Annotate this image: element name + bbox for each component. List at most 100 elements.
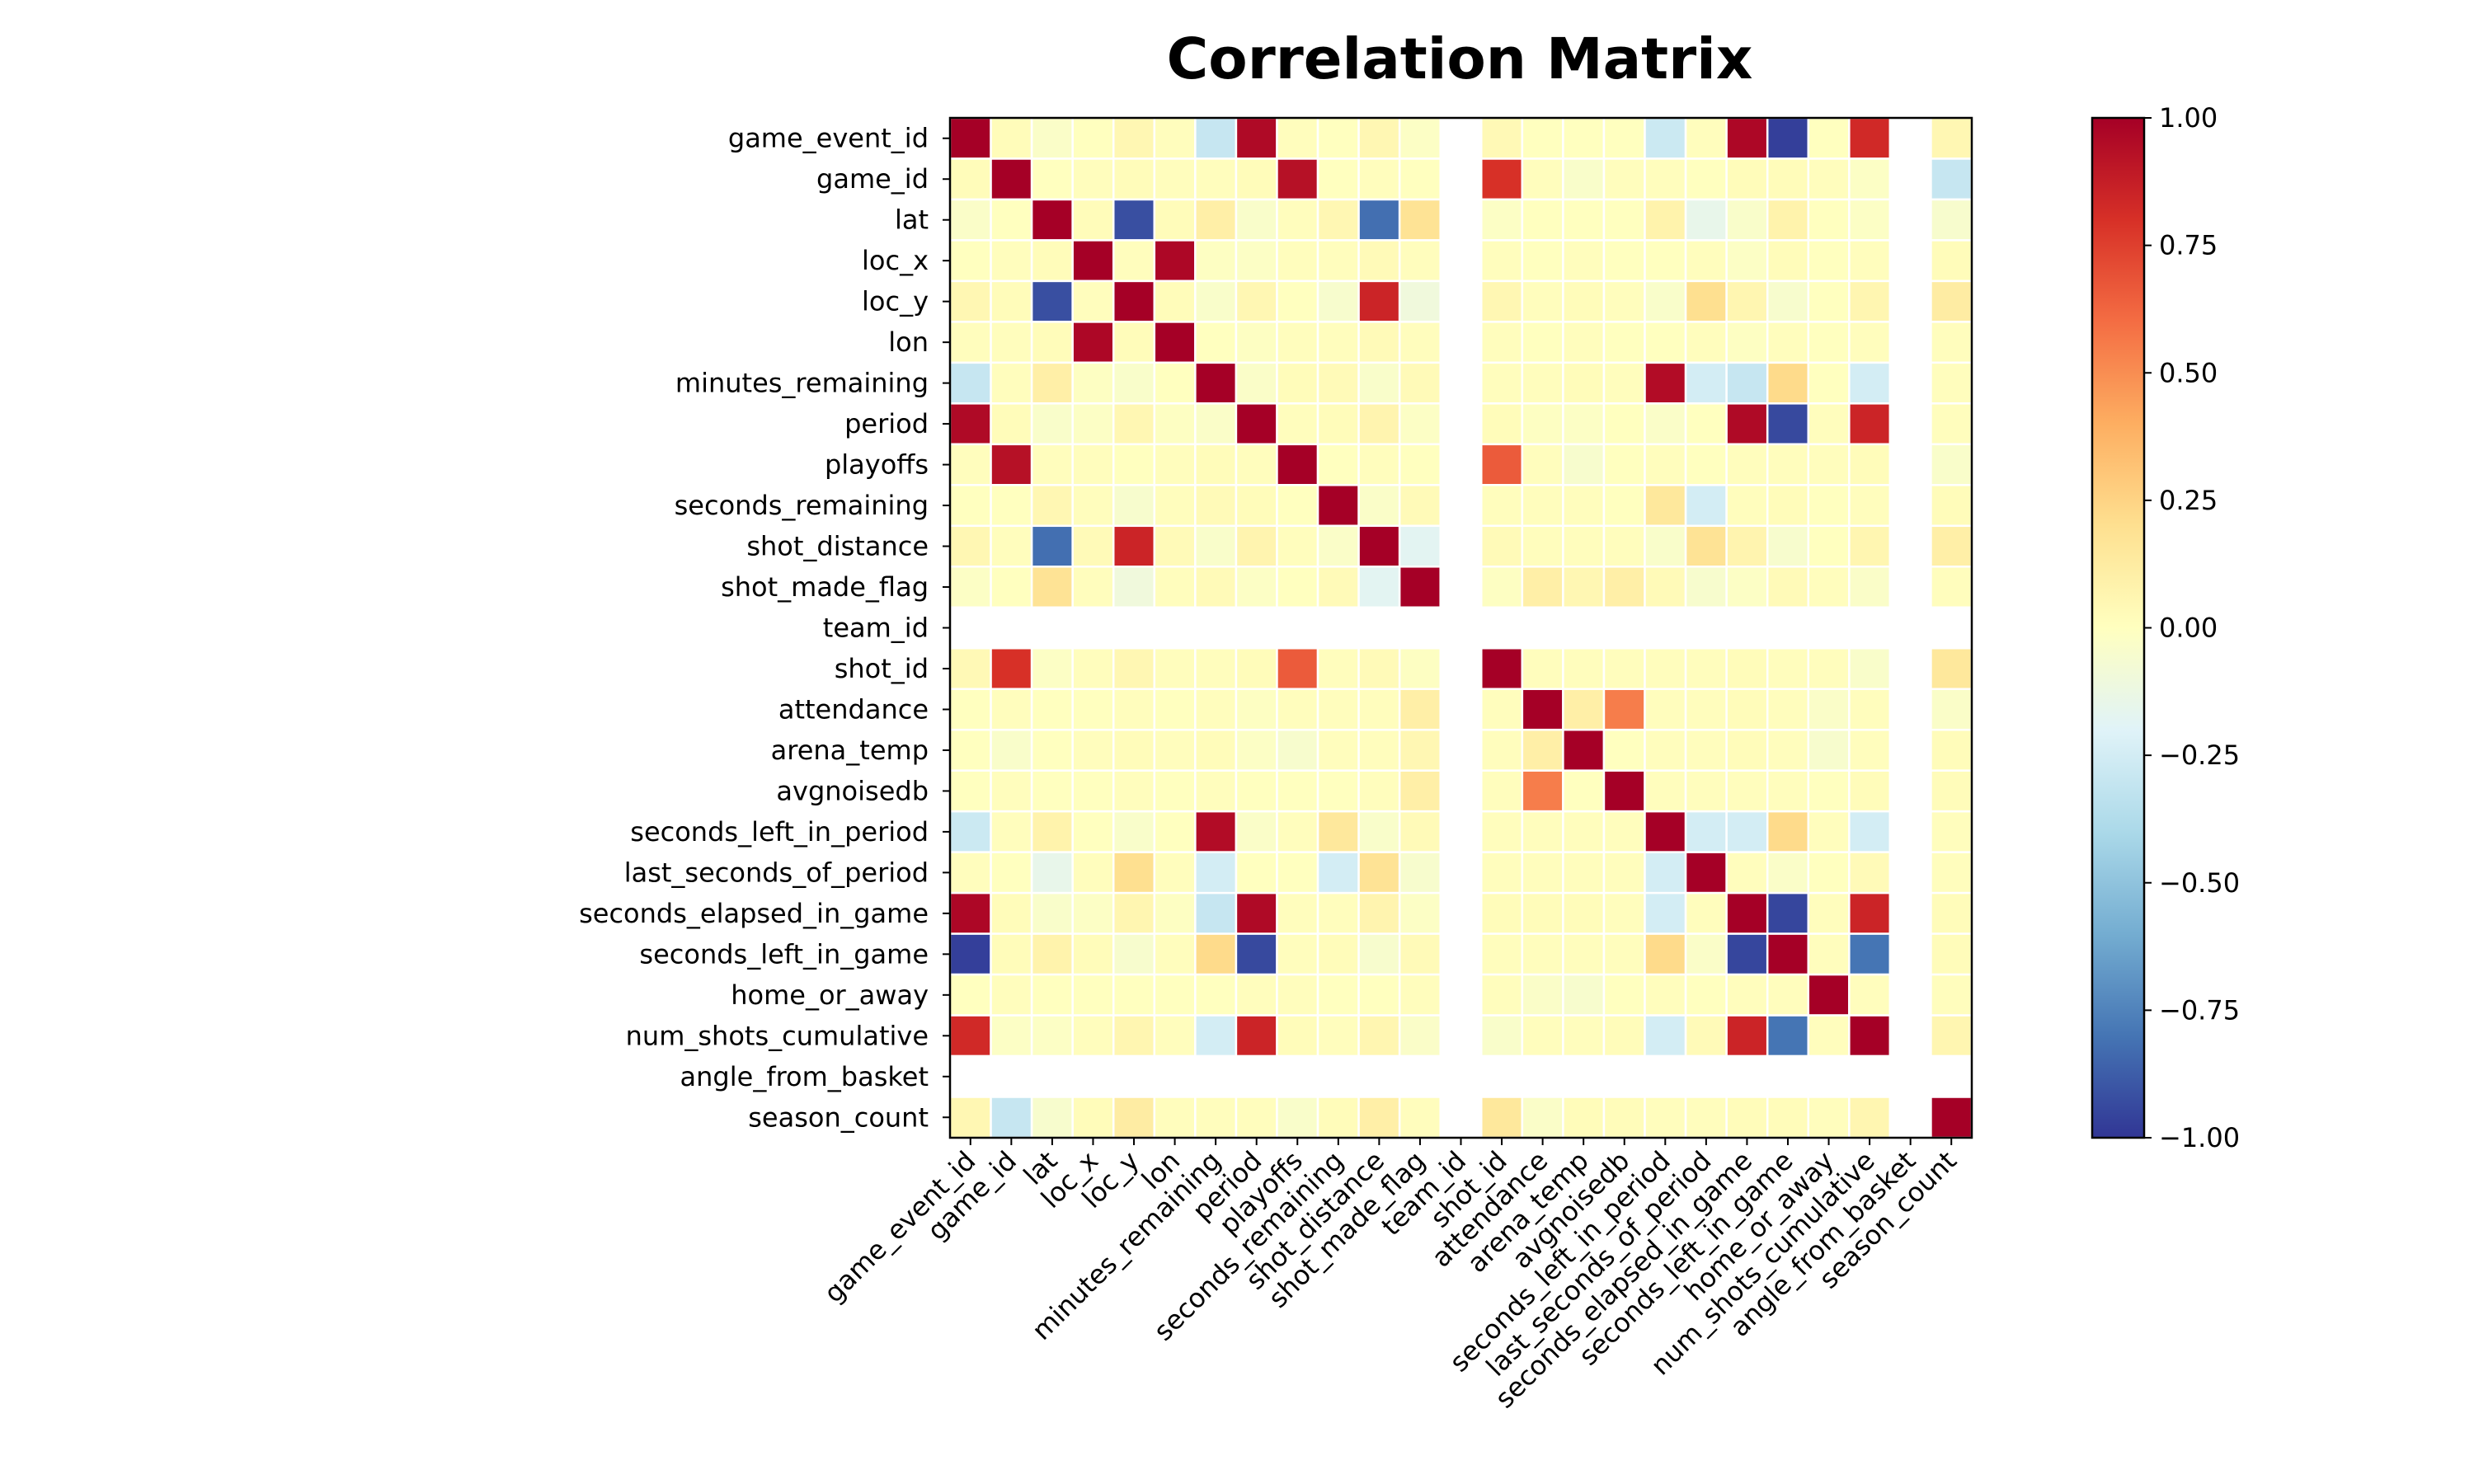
heatmap-cell (1684, 1054, 1728, 1098)
heatmap-cell (1439, 402, 1483, 446)
colorbar-tick-label: 0.50 (2159, 357, 2218, 388)
heatmap-cell (1930, 1054, 1973, 1098)
heatmap-cell (1807, 198, 1851, 242)
x-axis-ticks: game_event_idgame_idlatloc_xloc_ylonminu… (818, 1138, 1963, 1414)
y-tick-label: season_count (748, 1101, 929, 1133)
heatmap-cell (1930, 891, 1973, 935)
heatmap-cell (1602, 524, 1646, 568)
heatmap-cell (1684, 973, 1728, 1017)
heatmap-cell (1766, 728, 1810, 772)
heatmap-cell (1930, 851, 1973, 895)
heatmap-cell (1235, 361, 1278, 405)
heatmap-cell (1848, 646, 1892, 690)
heatmap-cell (948, 891, 992, 935)
heatmap-cell (1316, 524, 1360, 568)
heatmap-cell (1071, 646, 1115, 690)
heatmap-cell (1562, 973, 1606, 1017)
heatmap-cell (1439, 198, 1483, 242)
heatmap-cell (1521, 566, 1564, 609)
heatmap-cell (1071, 198, 1115, 242)
heatmap-cell (1398, 443, 1442, 486)
heatmap-cell (1521, 769, 1564, 813)
heatmap-cell (1521, 157, 1564, 201)
heatmap-cell (1521, 402, 1564, 446)
y-tick-label: shot_distance (746, 531, 929, 562)
heatmap-cell (1316, 769, 1360, 813)
heatmap-cell (1888, 157, 1932, 201)
heatmap-cell (1194, 443, 1238, 486)
heatmap-cell (1194, 239, 1238, 283)
heatmap-cell (1562, 1096, 1606, 1139)
heatmap-cell (1316, 361, 1360, 405)
heatmap-cell (1439, 239, 1483, 283)
colorbar-tick-label: 0.75 (2159, 230, 2218, 261)
heatmap-cell (1316, 1096, 1360, 1139)
heatmap-cell (1194, 321, 1238, 364)
heatmap-cell (1439, 116, 1483, 160)
heatmap-cell (1153, 361, 1197, 405)
heatmap-cell (1235, 157, 1278, 201)
heatmap-cell (1357, 891, 1401, 935)
heatmap-cell (1848, 566, 1892, 609)
heatmap-cell (1602, 688, 1646, 731)
heatmap-cell (1480, 484, 1524, 528)
heatmap-cell (1480, 728, 1524, 772)
heatmap-cell (1439, 443, 1483, 486)
heatmap-cell (1153, 810, 1197, 853)
heatmap-cell (1562, 932, 1606, 976)
heatmap-cell (1930, 157, 1973, 201)
heatmap-cell (1112, 606, 1156, 650)
heatmap-cell (1644, 728, 1687, 772)
heatmap-cell (1480, 239, 1524, 283)
heatmap-cell (1766, 851, 1810, 895)
heatmap-cell (1235, 524, 1278, 568)
heatmap-cell (1684, 1014, 1728, 1058)
heatmap-cell (1848, 524, 1892, 568)
heatmap-cell (1807, 1014, 1851, 1058)
heatmap-cell (1888, 239, 1932, 283)
heatmap-cell (1194, 1054, 1238, 1098)
heatmap-cell (1480, 646, 1524, 690)
heatmap-cell (1602, 810, 1646, 853)
heatmap-cell (1480, 321, 1524, 364)
heatmap-cell (1071, 157, 1115, 201)
colorbar (2091, 116, 2146, 1139)
heatmap-cell (1194, 484, 1238, 528)
heatmap-cell (1235, 402, 1278, 446)
heatmap-cell (1398, 566, 1442, 609)
heatmap-cell (1357, 932, 1401, 976)
heatmap-cell (1848, 769, 1892, 813)
heatmap-cell (1153, 484, 1197, 528)
heatmap-cell (1725, 239, 1769, 283)
heatmap-cell (948, 443, 992, 486)
heatmap-cell (1766, 402, 1810, 446)
heatmap-cell (1562, 402, 1606, 446)
heatmap-cell (1398, 361, 1442, 405)
heatmap-cell (1276, 198, 1319, 242)
colorbar-tick-label: −1.00 (2159, 1122, 2240, 1153)
y-tick-label: avgnoisedb (776, 775, 929, 806)
heatmap-cell (1071, 1096, 1115, 1139)
heatmap-cell (1888, 484, 1932, 528)
heatmap-cell (1602, 443, 1646, 486)
heatmap-cell (1930, 1014, 1973, 1058)
heatmap-cell (1807, 810, 1851, 853)
heatmap-cell (1439, 646, 1483, 690)
y-tick-label: game_id (816, 163, 929, 195)
heatmap-cell (1357, 566, 1401, 609)
heatmap-cell (1276, 1096, 1319, 1139)
heatmap-cell (1888, 851, 1932, 895)
heatmap-cell (948, 932, 992, 976)
heatmap-cell (1194, 1096, 1238, 1139)
heatmap-cell (1521, 810, 1564, 853)
heatmap-cell (1153, 728, 1197, 772)
y-tick-label: game_event_id (728, 123, 929, 154)
heatmap-cell (1316, 484, 1360, 528)
heatmap-cell (1439, 810, 1483, 853)
heatmap-cell (1766, 361, 1810, 405)
heatmap-cell (1030, 279, 1074, 323)
heatmap-cell (1521, 891, 1564, 935)
y-tick-label: loc_y (862, 286, 929, 317)
heatmap-cell (1071, 279, 1115, 323)
heatmap-cell (990, 769, 1033, 813)
